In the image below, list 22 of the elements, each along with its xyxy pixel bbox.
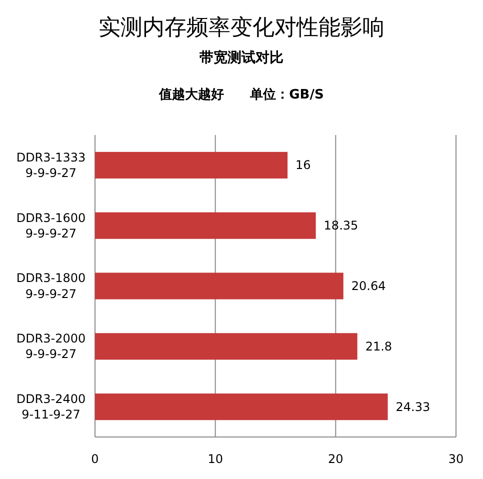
data-label: 18.35 bbox=[324, 218, 358, 233]
x-tick-label: 0 bbox=[91, 452, 99, 466]
text: 值越大越好 单位：GB/S bbox=[158, 86, 324, 102]
bar bbox=[95, 272, 344, 300]
chart-title: 实测内存频率变化对性能影响 bbox=[98, 16, 384, 40]
bar bbox=[95, 394, 388, 420]
x-tick-label: 30 bbox=[448, 452, 464, 466]
y-tick-label: DDR3-1600 9-9-9-27 bbox=[16, 210, 86, 240]
data-label: 21.8 bbox=[365, 339, 392, 354]
x-tick-label: 20 bbox=[328, 452, 344, 466]
y-tick-label: DDR3-1800 9-9-9-27 bbox=[16, 271, 86, 301]
y-tick-label: DDR3-2400 9-11-9-27 bbox=[16, 392, 86, 422]
bar bbox=[95, 212, 316, 239]
bar bbox=[95, 333, 358, 360]
chart-subtitle: 带宽测试对比 bbox=[200, 49, 284, 66]
y-tick-label: DDR3-2000 9-9-9-27 bbox=[16, 332, 86, 362]
y-tick-label: DDR3-1333 9-9-9-27 bbox=[16, 150, 86, 180]
data-label: 16 bbox=[296, 158, 311, 172]
data-label: 24.33 bbox=[396, 400, 430, 414]
x-tick-label: 10 bbox=[208, 452, 223, 466]
bar bbox=[95, 152, 288, 178]
data-label: 20.64 bbox=[351, 279, 386, 293]
